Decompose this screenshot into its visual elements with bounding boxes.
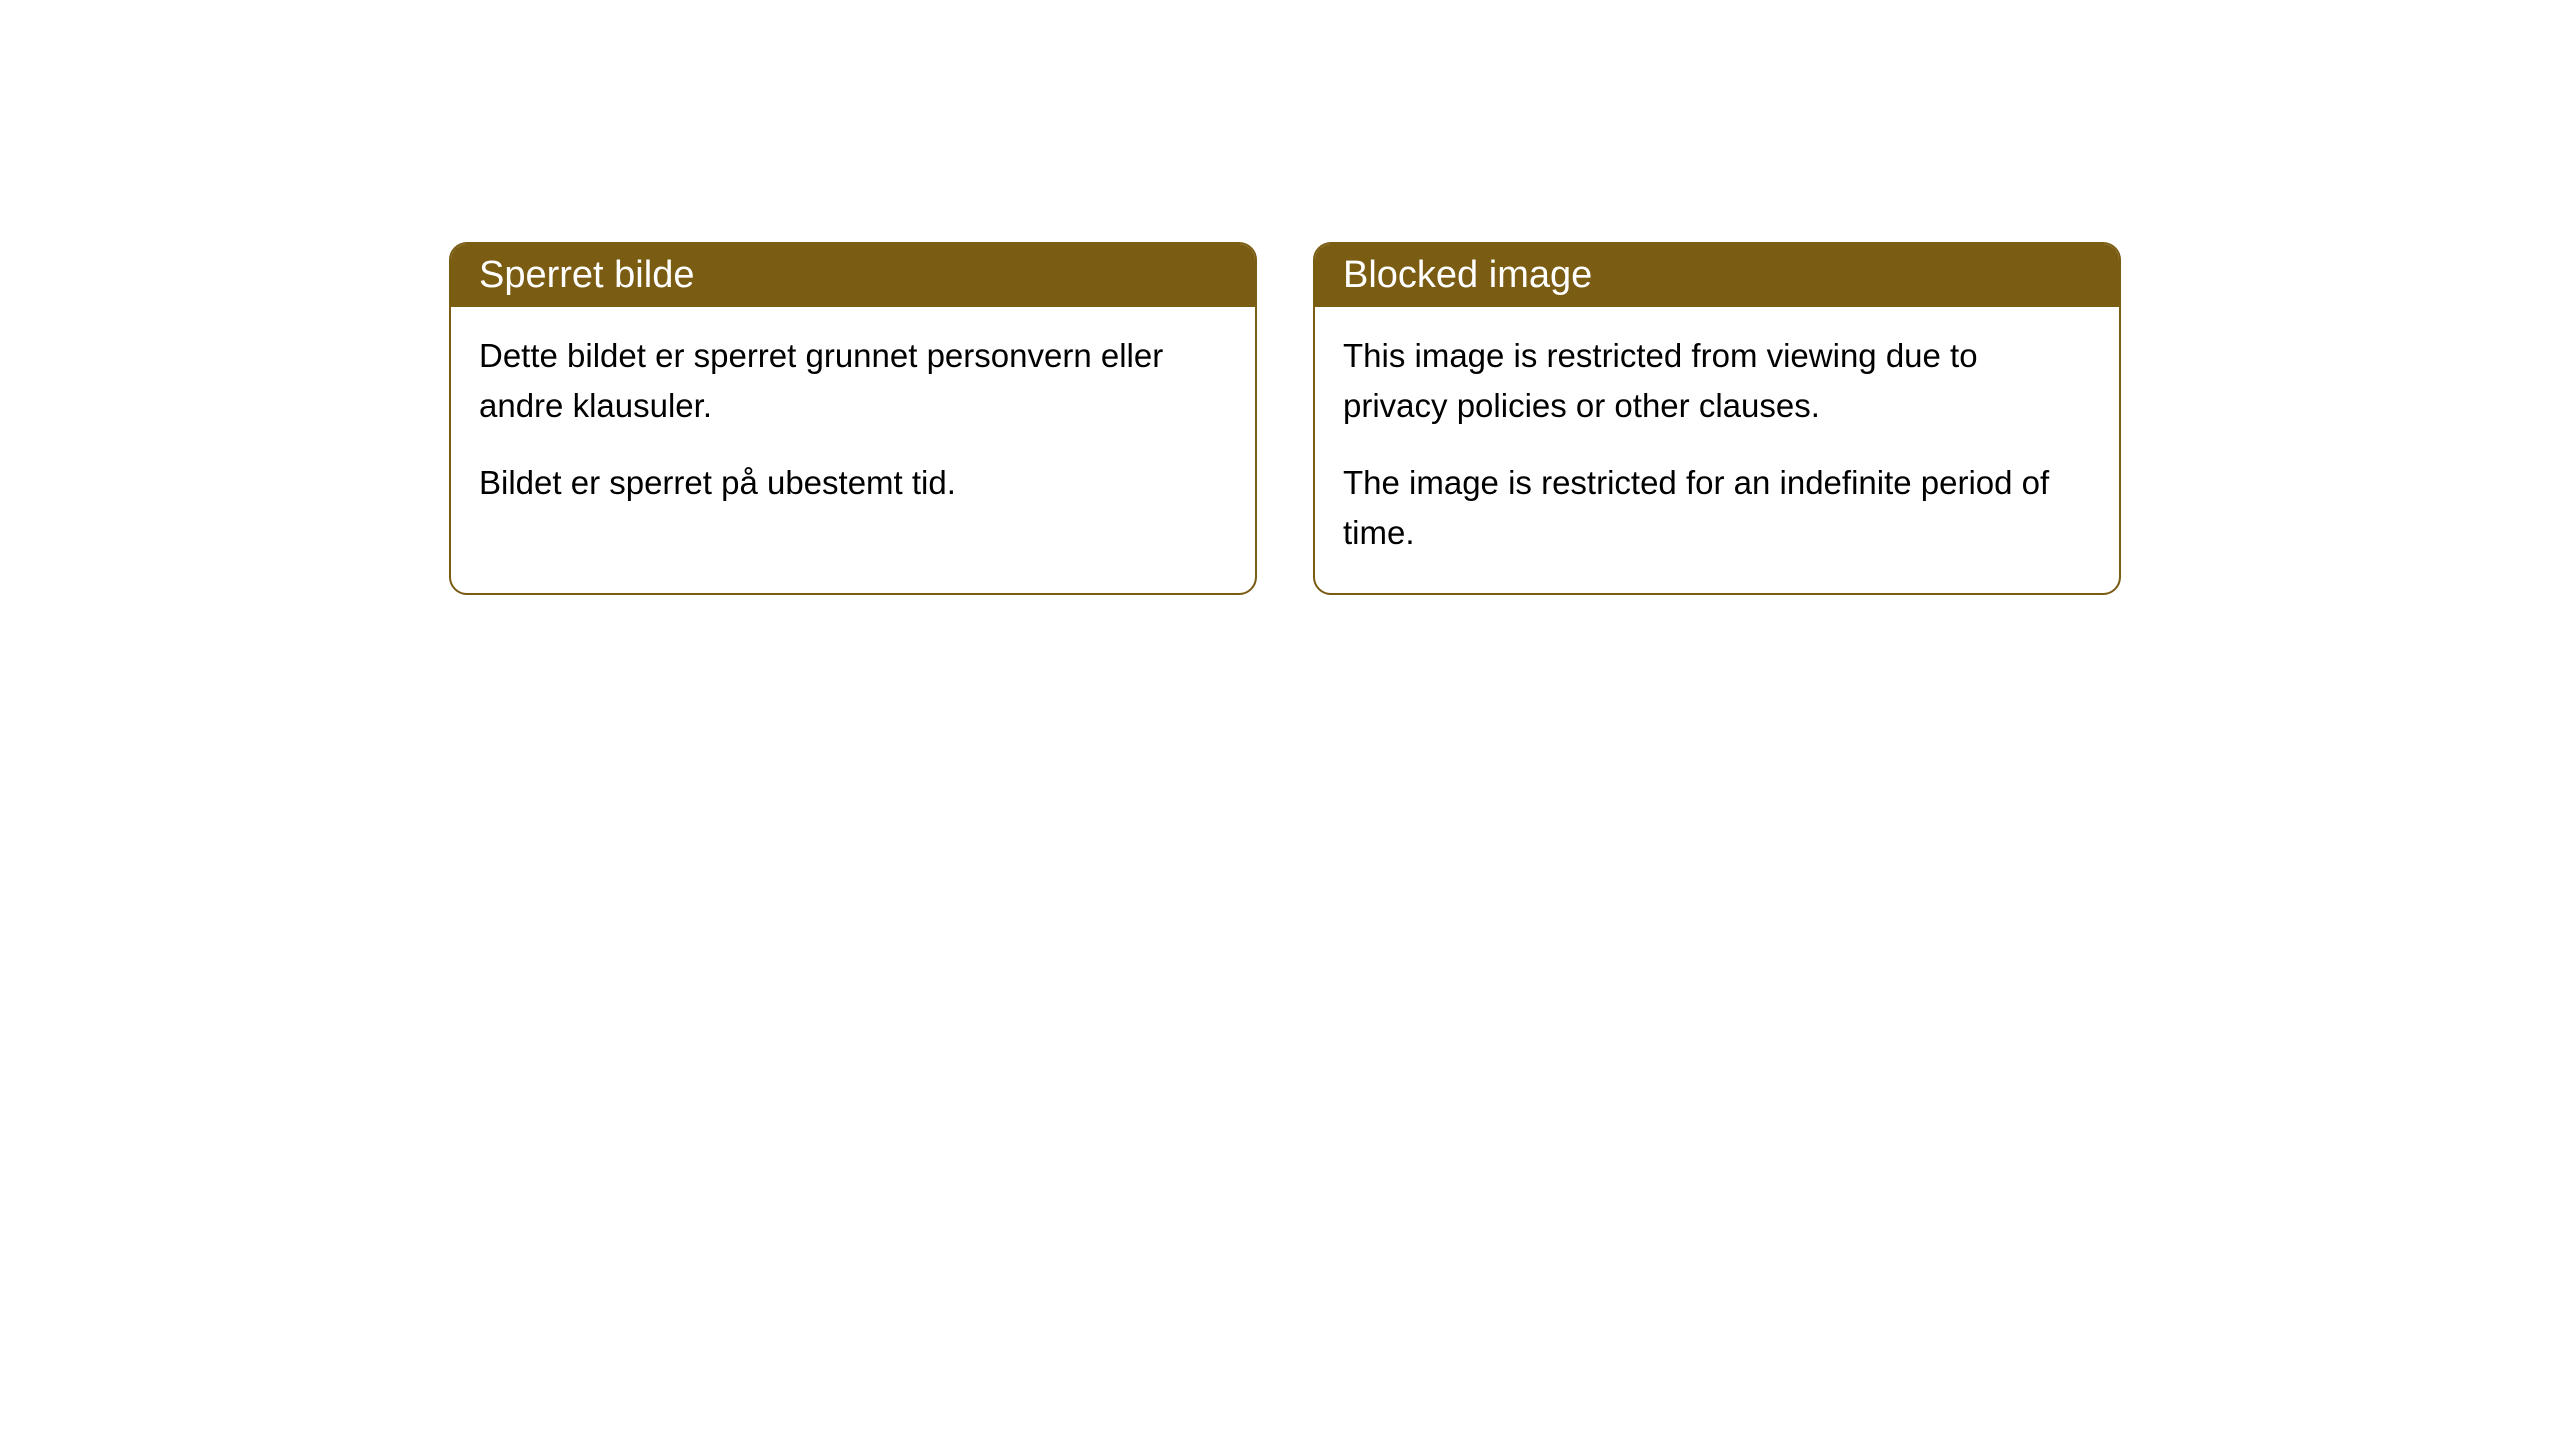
card-body: Dette bildet er sperret grunnet personve… (451, 307, 1255, 544)
notice-cards-container: Sperret bilde Dette bildet er sperret gr… (449, 242, 2121, 595)
notice-text-1: Dette bildet er sperret grunnet personve… (479, 331, 1227, 430)
notice-card-norwegian: Sperret bilde Dette bildet er sperret gr… (449, 242, 1257, 595)
notice-card-english: Blocked image This image is restricted f… (1313, 242, 2121, 595)
card-title: Blocked image (1343, 254, 1592, 296)
notice-text-2: The image is restricted for an indefinit… (1343, 458, 2091, 557)
card-header: Blocked image (1315, 244, 2119, 307)
notice-text-1: This image is restricted from viewing du… (1343, 331, 2091, 430)
card-title: Sperret bilde (479, 254, 694, 296)
card-header: Sperret bilde (451, 244, 1255, 307)
card-body: This image is restricted from viewing du… (1315, 307, 2119, 593)
notice-text-2: Bildet er sperret på ubestemt tid. (479, 458, 1227, 508)
